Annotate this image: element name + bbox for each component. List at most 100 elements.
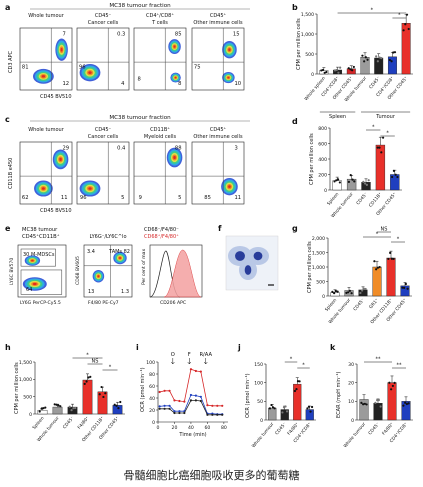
panel-i-series-point (194, 399, 197, 402)
panel-a-density-0-0-ring (41, 75, 46, 78)
panel-k-y-tick-label: 10 (348, 399, 354, 405)
panel-a-quadrant-value: 4 (121, 81, 125, 87)
panel-d-y-tick-label: 0 (324, 188, 327, 194)
panel-d-y-tick-label: 800 (318, 126, 327, 132)
panel-i-series-point (163, 404, 166, 407)
panel-k-data-point (363, 402, 366, 405)
panel-k-data-point (404, 401, 407, 404)
panel-k-data-point (405, 402, 408, 406)
panel-h-data-point (55, 403, 58, 406)
panel-b-data-point (390, 60, 393, 63)
panel-label-b: b (292, 3, 298, 12)
panel-c-quadrant-value: 5 (178, 195, 181, 201)
panel-j-y-tick-label: 0 (260, 418, 263, 424)
panel-j-ylabel: OCR (pmol min⁻¹) (245, 373, 251, 418)
panel-c-density-2-0 (166, 147, 183, 168)
panel-d-data-point (347, 180, 351, 183)
panel-i-y-tick-label: 0 (152, 420, 155, 426)
panel-g-bar (372, 266, 382, 297)
panel-d-data-point (338, 181, 341, 184)
panel-c-plot-title: Whole tumour (28, 127, 64, 133)
panel-h-bar (112, 405, 123, 415)
panel-j-data-point (273, 407, 276, 410)
panel-d-data-point (396, 175, 399, 179)
panel-i-ylabel: OCR (pmol min⁻¹) (140, 367, 146, 412)
panel-b-significance-label: * (398, 13, 401, 19)
panel-b-data-point (363, 60, 366, 63)
panel-i-series-point (158, 407, 161, 410)
panel-c-xlabel: CD45 BV510 (40, 208, 72, 214)
panel-h-data-point (115, 404, 118, 407)
panel-b-data-point (337, 71, 340, 74)
panel-label-j: j (237, 343, 241, 352)
panel-a-density-1-0-ring (88, 71, 92, 75)
panel-k-data-point (402, 404, 405, 407)
panel-b-data-point (351, 69, 354, 72)
panel-e-header1: MC38 tumour (22, 227, 58, 233)
panel-c-plot-title: CD11B⁺ (150, 127, 170, 133)
panel-e-ylabel3: Per cent of max (141, 249, 147, 285)
panel-c-quadrant-value: 11 (61, 195, 68, 201)
panel-c-quadrant-value: 3 (235, 145, 238, 151)
panel-e-quadrant-value: 1.3 (121, 289, 129, 295)
panel-b-data-point (335, 68, 338, 72)
panel-k-data-point (377, 398, 380, 402)
panel-k-x-tick-label: CD45⁻ (367, 421, 381, 436)
panel-h-y-tick-label: 1,000 (19, 377, 32, 383)
panel-g-data-point (392, 257, 395, 261)
panel-g-data-point (331, 290, 334, 293)
panel-k-data-point (407, 402, 410, 405)
panel-c-plot-subtitle: Cancer cells (88, 134, 119, 140)
panel-label-k: k (330, 343, 336, 352)
panel-i-series-line (159, 394, 223, 415)
panel-a-plot-title: CD45⁻ (95, 13, 112, 19)
panel-d-ylabel: CPM per million cells (309, 133, 315, 185)
panel-g-data-point (404, 282, 407, 286)
panel-k-data-point (379, 405, 382, 408)
panel-i-series-point (173, 399, 176, 402)
panel-e-xlabel1: LY6G PerCP-Cy5.5 (20, 300, 61, 306)
panel-b-data-point (404, 23, 407, 26)
panel-j-data-point (298, 380, 301, 383)
panel-i-series-point (199, 395, 202, 398)
panel-a-density-3-1 (222, 72, 235, 84)
panel-label-a: a (5, 3, 10, 12)
panel-c-density-0-0-ring (41, 187, 45, 190)
panel-h-y-tick-label: 1,500 (19, 360, 32, 366)
panel-b-y-tick-label: 1,000 (301, 32, 314, 38)
panel-b-data-point (388, 58, 391, 62)
panel-b-data-point (349, 68, 352, 71)
panel-a-density-0-0 (33, 68, 54, 84)
panel-i-series-point (199, 370, 202, 373)
panel-a-density-3-1-ring (227, 76, 230, 79)
panel-i-series-point (211, 404, 214, 407)
panel-j-significance-label: * (302, 363, 305, 369)
panel-b-group-label: Tumour (375, 114, 396, 120)
panel-k-x-tick-label: F4/80⁺ (381, 421, 395, 437)
panel-b-data-point (339, 66, 342, 69)
panel-b-group-label: Spleen (329, 114, 346, 120)
panel-b-data-point (361, 54, 364, 57)
panel-b-data-point (376, 60, 379, 63)
panel-e-xlabel3: CD206 APC (160, 300, 186, 306)
panel-i-series-point (178, 410, 181, 413)
panel-d-data-point (336, 178, 340, 181)
panel-b-data-point (347, 67, 350, 70)
panel-b-data-point (392, 51, 395, 54)
panel-a-quadrant-value: 8 (138, 77, 141, 83)
panel-h-data-point (74, 406, 77, 410)
panel-i-series-point (206, 413, 209, 416)
panel-h-data-point (42, 407, 45, 410)
panel-i-series-point (183, 411, 186, 415)
panel-i-y-tick-label: 40 (149, 396, 155, 402)
panel-k-y-tick-label: 0 (351, 418, 354, 424)
panel-h-x-tick-label: CD45⁻ (62, 415, 76, 430)
panel-c-quadrant-value: 96 (80, 195, 87, 201)
panel-h-data-point (98, 393, 101, 396)
panel-e-density (24, 255, 41, 266)
panel-i-injection-arrow (203, 358, 208, 365)
panel-c-density-0-0 (34, 180, 53, 197)
panel-c-quadrant-value: 0.4 (117, 145, 126, 151)
panel-h-x-tick-label: Spleen (31, 415, 45, 430)
panel-e-gate-tam-label: TAMs 82 (108, 249, 130, 255)
